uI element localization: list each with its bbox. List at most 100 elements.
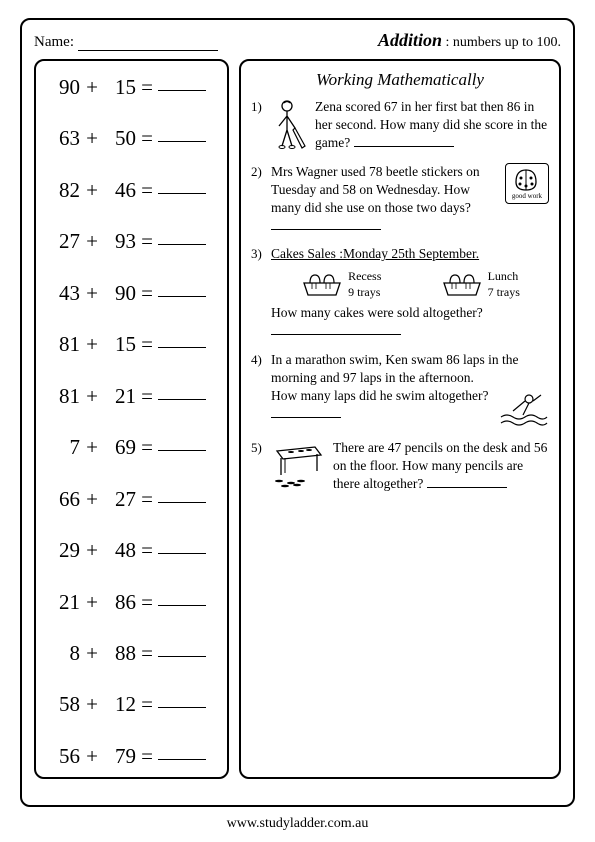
answer-blank[interactable]: [158, 605, 206, 606]
plus-sign: +: [80, 641, 104, 666]
answer-blank[interactable]: [158, 759, 206, 760]
plus-sign: +: [80, 538, 104, 563]
operand-b: 21: [104, 384, 136, 409]
equals-sign: =: [136, 435, 158, 460]
wp2-number: 2): [251, 163, 262, 181]
answer-blank[interactable]: [158, 141, 206, 142]
operand-a: 21: [44, 590, 80, 615]
operand-b: 15: [104, 75, 136, 100]
wp2-answer-blank[interactable]: [271, 229, 381, 230]
recess-qty: 9 trays: [348, 284, 381, 300]
operand-a: 27: [44, 229, 80, 254]
plus-sign: +: [80, 435, 104, 460]
addition-problem: 27+93=: [44, 229, 219, 254]
operand-b: 27: [104, 487, 136, 512]
wp1-text: Zena scored 67 in her first bat then 86 …: [315, 99, 547, 150]
addition-problem: 7+69=: [44, 435, 219, 460]
operand-a: 58: [44, 692, 80, 717]
wp3-answer-blank[interactable]: [271, 334, 401, 335]
answer-blank[interactable]: [158, 502, 206, 503]
addition-problem: 56+79=: [44, 744, 219, 769]
cupcake-tray-icon: [300, 269, 344, 299]
wp4-number: 4): [251, 351, 262, 369]
equals-sign: =: [136, 281, 158, 306]
plus-sign: +: [80, 229, 104, 254]
operand-a: 63: [44, 126, 80, 151]
operand-b: 69: [104, 435, 136, 460]
wp2-text: Mrs Wagner used 78 beetle stickers on Tu…: [271, 164, 480, 215]
title-addition: Addition: [378, 30, 442, 50]
operand-b: 46: [104, 178, 136, 203]
word-problem-1: 1) Zena scored 67 in her first bat then …: [251, 98, 549, 153]
answer-blank[interactable]: [158, 296, 206, 297]
name-blank[interactable]: [78, 50, 218, 51]
answer-blank[interactable]: [158, 90, 206, 91]
operand-b: 88: [104, 641, 136, 666]
cake-sales-row: Recess 9 trays: [271, 268, 549, 300]
word-problem-3: 3) Cakes Sales :Monday 25th September.: [251, 245, 549, 340]
cupcake-tray-icon: [440, 269, 484, 299]
operand-a: 7: [44, 435, 80, 460]
equals-sign: =: [136, 229, 158, 254]
cricket-player-icon: [271, 98, 309, 152]
name-field: Name:: [34, 34, 218, 51]
worksheet-title: Addition : numbers up to 100.: [378, 30, 561, 51]
working-title: Working Mathematically: [251, 69, 549, 92]
beetle-sticker-icon: good work: [505, 163, 549, 204]
operand-a: 66: [44, 487, 80, 512]
operand-a: 90: [44, 75, 80, 100]
answer-blank[interactable]: [158, 193, 206, 194]
answer-blank[interactable]: [158, 347, 206, 348]
addition-problem: 8+88=: [44, 641, 219, 666]
problems-column: 90+15=63+50=82+46=27+93=43+90=81+15=81+2…: [34, 59, 229, 779]
operand-b: 15: [104, 332, 136, 357]
footer-url: www.studyladder.com.au: [0, 816, 595, 832]
sticker-label: good work: [508, 192, 546, 201]
addition-problem: 66+27=: [44, 487, 219, 512]
equals-sign: =: [136, 178, 158, 203]
addition-problem: 43+90=: [44, 281, 219, 306]
answer-blank[interactable]: [158, 656, 206, 657]
wp4-question: How many laps did he swim altogether?: [271, 388, 488, 403]
answer-blank[interactable]: [158, 707, 206, 708]
equals-sign: =: [136, 590, 158, 615]
answer-blank[interactable]: [158, 450, 206, 451]
addition-problem: 81+21=: [44, 384, 219, 409]
swimmer-icon: [499, 387, 549, 429]
lunch-label: Lunch: [488, 268, 520, 284]
operand-b: 12: [104, 692, 136, 717]
operand-b: 90: [104, 281, 136, 306]
lunch-item: Lunch 7 trays: [440, 268, 520, 300]
answer-blank[interactable]: [158, 553, 206, 554]
addition-problem: 63+50=: [44, 126, 219, 151]
recess-label: Recess: [348, 268, 381, 284]
wp5-text: There are 47 pencils on the desk and 56 …: [333, 440, 547, 491]
equals-sign: =: [136, 332, 158, 357]
addition-problem: 90+15=: [44, 75, 219, 100]
name-label: Name:: [34, 34, 74, 50]
plus-sign: +: [80, 178, 104, 203]
recess-item: Recess 9 trays: [300, 268, 381, 300]
operand-a: 82: [44, 178, 80, 203]
page-border: Name: Addition : numbers up to 100. 90+1…: [20, 18, 575, 807]
wp4-answer-blank[interactable]: [271, 417, 341, 418]
wp1-number: 1): [251, 98, 262, 116]
operand-b: 86: [104, 590, 136, 615]
wp4-text: In a marathon swim, Ken swam 86 laps in …: [271, 351, 549, 387]
wp5-number: 5): [251, 439, 262, 457]
plus-sign: +: [80, 744, 104, 769]
wp5-answer-blank[interactable]: [427, 487, 507, 488]
operand-b: 93: [104, 229, 136, 254]
answer-blank[interactable]: [158, 399, 206, 400]
answer-blank[interactable]: [158, 244, 206, 245]
plus-sign: +: [80, 332, 104, 357]
equals-sign: =: [136, 384, 158, 409]
equals-sign: =: [136, 126, 158, 151]
wp1-answer-blank[interactable]: [354, 146, 454, 147]
worksheet-header: Name: Addition : numbers up to 100.: [34, 30, 561, 51]
operand-a: 56: [44, 744, 80, 769]
operand-b: 50: [104, 126, 136, 151]
equals-sign: =: [136, 75, 158, 100]
operand-b: 48: [104, 538, 136, 563]
equals-sign: =: [136, 744, 158, 769]
